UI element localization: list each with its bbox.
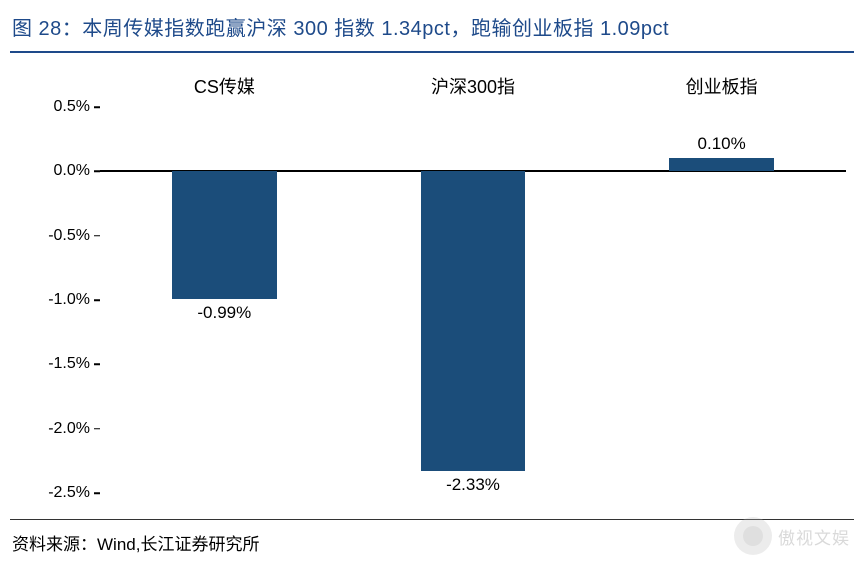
y-tick-label: -2.0% [48, 420, 90, 438]
source-text: 资料来源：Wind,长江证券研究所 [10, 520, 854, 555]
y-tick-mark [94, 171, 100, 173]
y-tick-mark [94, 106, 100, 108]
y-tick-mark [94, 492, 100, 494]
watermark: 傲视文娱 [734, 517, 850, 555]
value-label: -2.33% [446, 475, 500, 495]
category-label: 创业板指 [686, 73, 758, 99]
watermark-icon [734, 517, 772, 555]
category-label: CS传媒 [194, 73, 255, 99]
category-label: 沪深300指 [431, 73, 515, 99]
y-tick-label: 0.0% [54, 162, 90, 180]
y-tick-mark [94, 299, 100, 301]
value-label: -0.99% [197, 303, 251, 323]
y-tick-label: -1.5% [48, 355, 90, 373]
y-tick-label: -2.5% [48, 484, 90, 502]
chart-title: 图 28：本周传媒指数跑赢沪深 300 指数 1.34pct，跑输创业板指 1.… [10, 8, 854, 53]
value-label: 0.10% [698, 134, 746, 154]
y-tick-mark [94, 235, 100, 237]
bar [669, 158, 773, 171]
y-tick-label: -1.0% [48, 291, 90, 309]
bar [172, 171, 276, 298]
y-tick-mark [94, 428, 100, 430]
chart-area: 0.5% 0.0% -0.5% -1.0% -1.5% -2.0% -2.5% CS传媒 -0.… [10, 61, 854, 513]
bar [421, 171, 525, 471]
y-tick-mark [94, 364, 100, 366]
plot-region: 0.5%0.0%-0.5%-1.0%-1.5%-2.0%-2.5%CS传媒-0.… [100, 107, 846, 493]
y-tick-label: 0.5% [54, 98, 90, 116]
y-tick-label: -0.5% [48, 227, 90, 245]
watermark-text: 傲视文娱 [778, 524, 850, 549]
